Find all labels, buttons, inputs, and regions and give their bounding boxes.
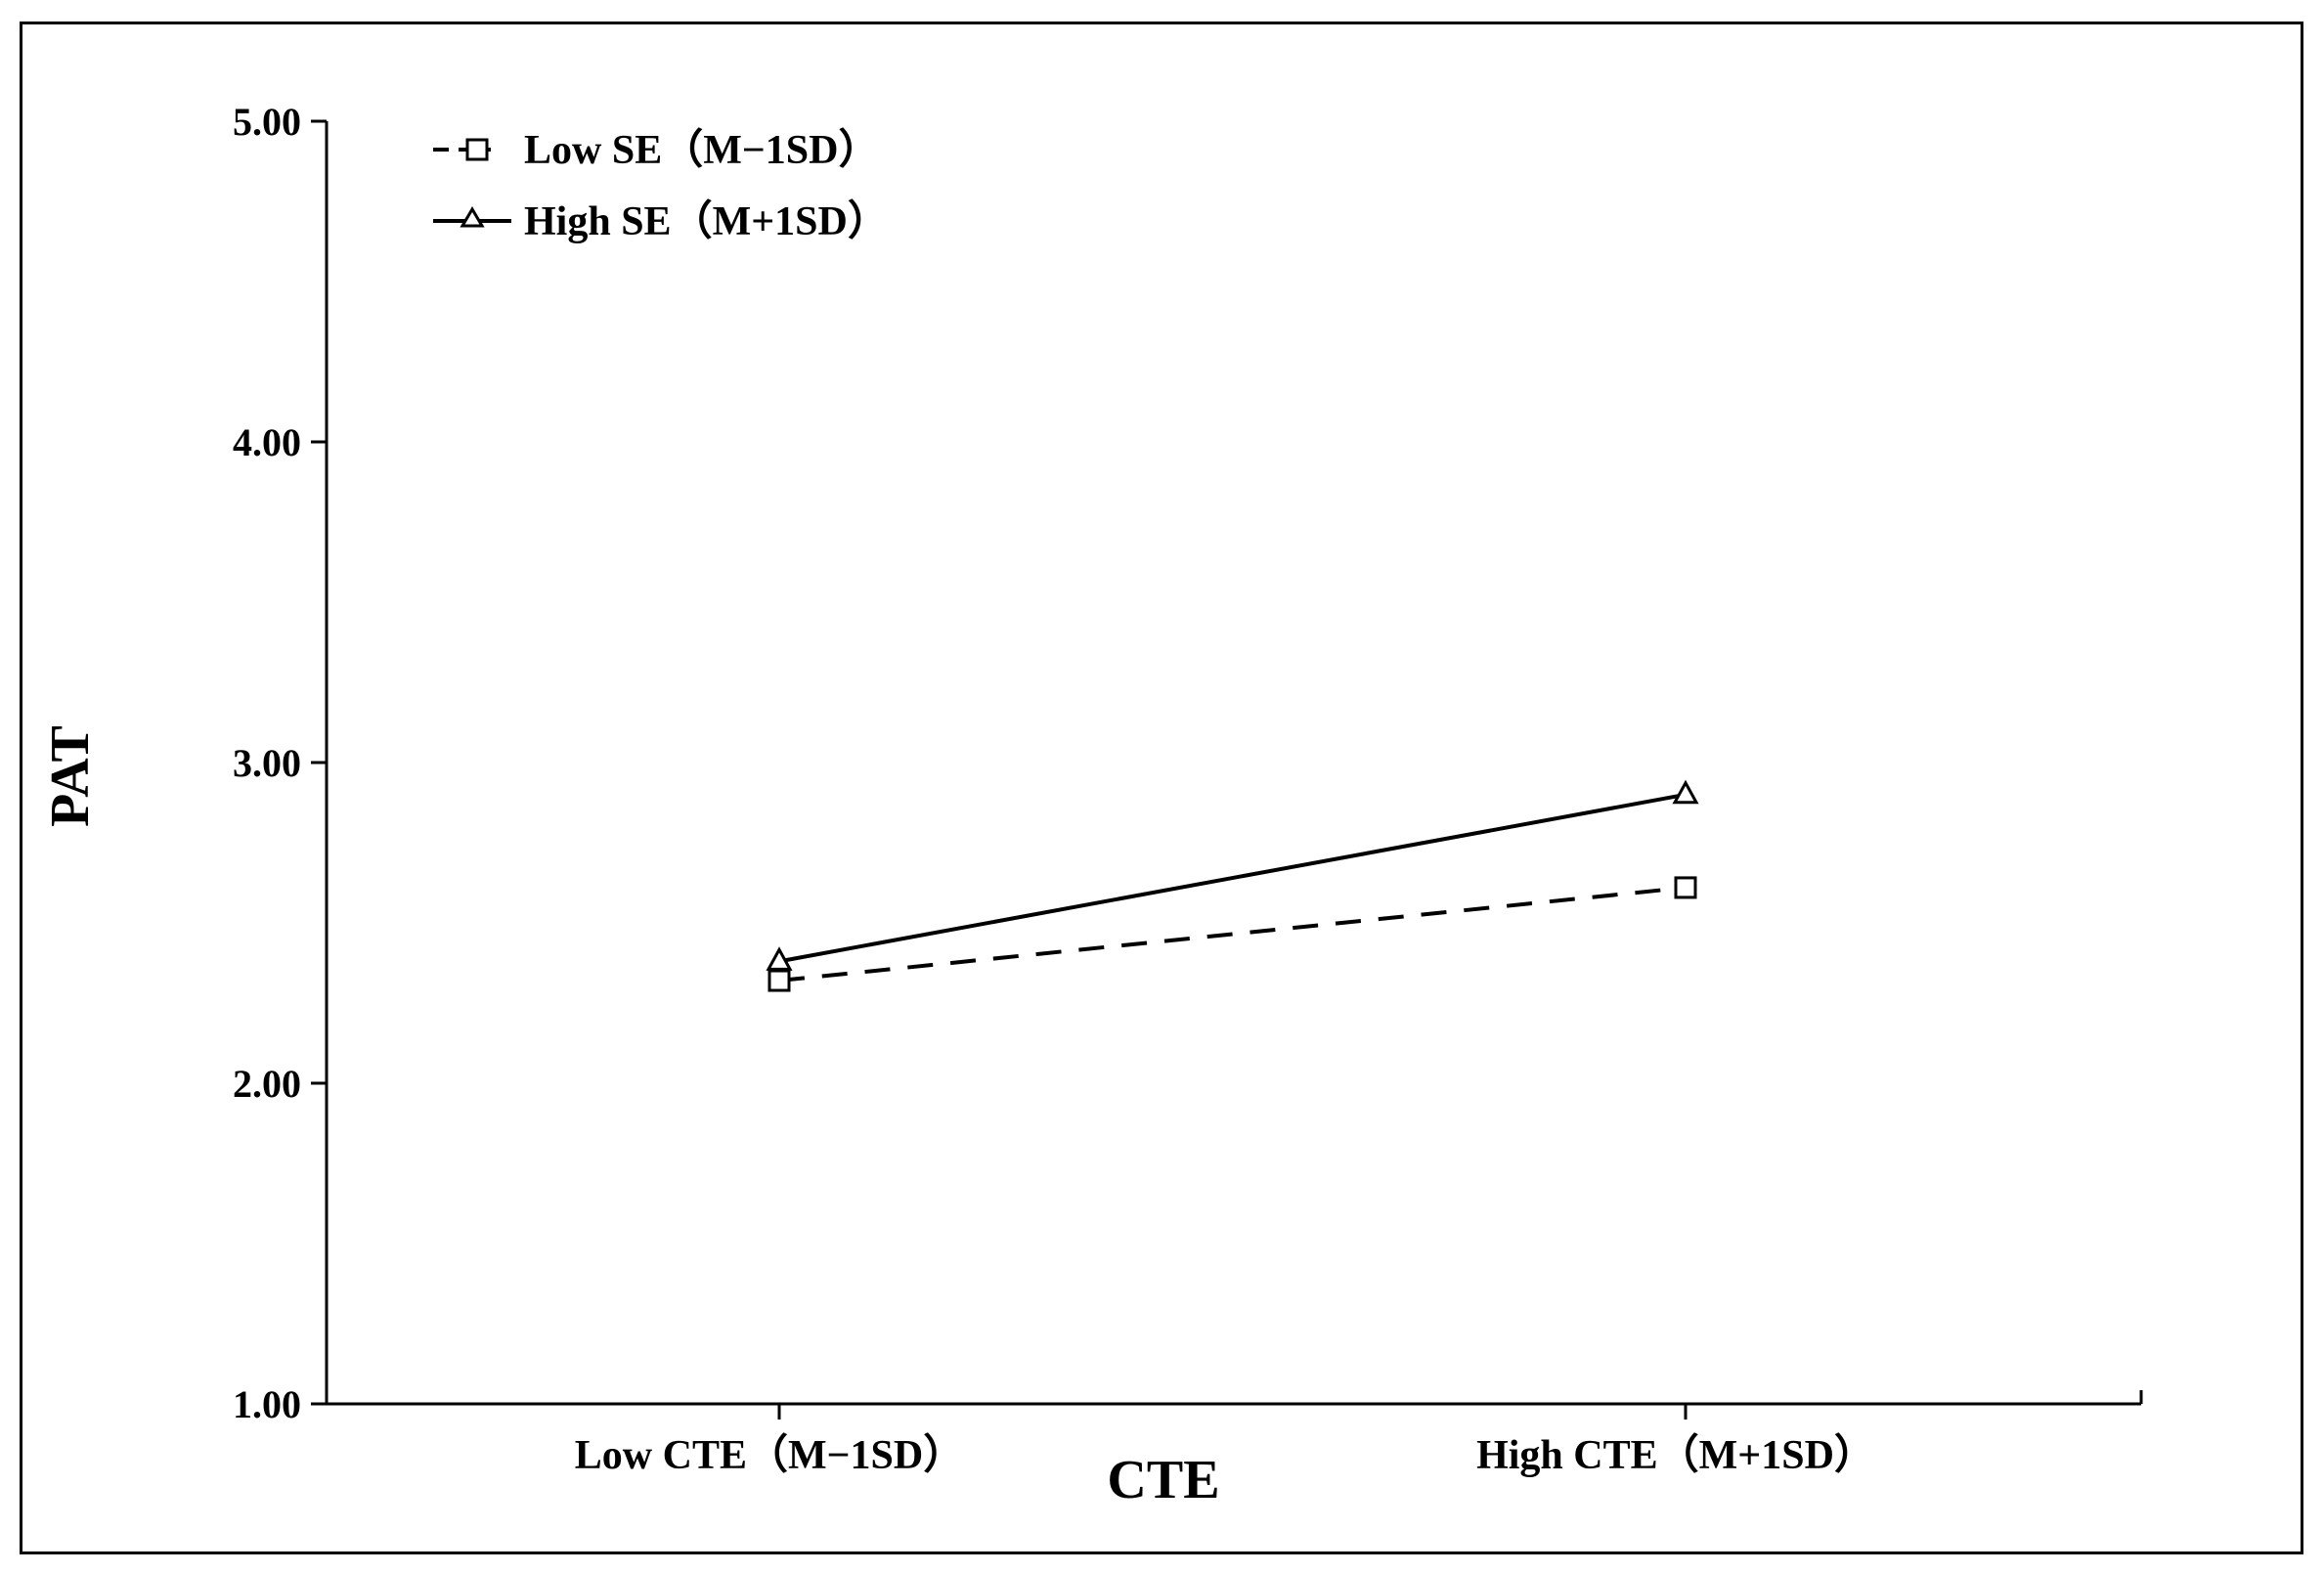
legend-item-high-se: High SE（M+1SD） xyxy=(433,198,889,244)
series-line-low-se xyxy=(778,885,1687,983)
y-axis-title: PAT xyxy=(40,725,101,827)
legend-marker-triangle-icon xyxy=(460,206,485,228)
axes xyxy=(325,121,2143,1406)
y-tick-label: 2.00 xyxy=(233,1062,301,1106)
legend-marker-square-icon xyxy=(465,138,489,161)
data-point-triangle xyxy=(766,946,793,971)
data-point-triangle xyxy=(1672,779,1699,805)
x-ticks: Low CTE（M−1SD） High CTE（M+1SD） xyxy=(575,1404,1875,1478)
legend: Low SE（M−1SD） High SE（M+1SD） xyxy=(433,127,889,244)
legend-item-low-se: Low SE（M−1SD） xyxy=(433,127,879,173)
data-point-square xyxy=(1674,876,1697,899)
x-tick-label: High CTE（M+1SD） xyxy=(1476,1432,1875,1478)
y-tick-label: 3.00 xyxy=(233,741,301,785)
y-tick-label: 4.00 xyxy=(233,420,301,464)
x-tick-label: Low CTE（M−1SD） xyxy=(575,1432,964,1478)
chart-frame xyxy=(20,22,2303,1554)
series-group xyxy=(766,779,1699,992)
data-point-square xyxy=(767,969,791,992)
y-tick-label: 1.00 xyxy=(233,1382,301,1426)
y-ticks: 1.00 2.00 3.00 4.00 5.00 xyxy=(233,100,327,1426)
series-line-high-se xyxy=(778,792,1687,964)
x-axis-title: CTE xyxy=(1107,1450,1219,1510)
legend-label-high-se: High SE（M+1SD） xyxy=(524,198,889,244)
legend-label-low-se: Low SE（M−1SD） xyxy=(524,127,879,173)
y-tick-label: 5.00 xyxy=(233,100,301,144)
